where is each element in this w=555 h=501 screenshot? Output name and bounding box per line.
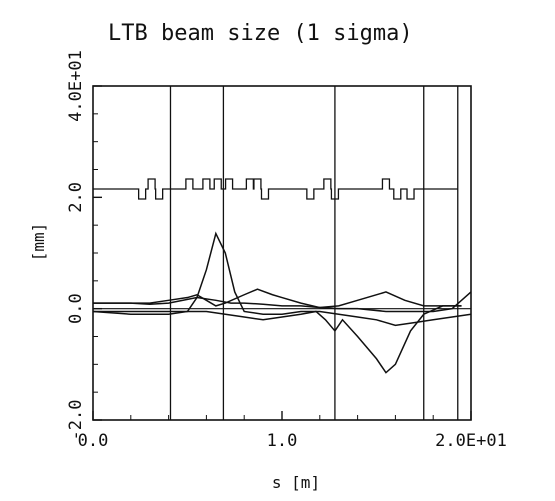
series-line-1 bbox=[93, 291, 472, 313]
axes: 0.0 1.0 2.0E+01-2.00.02.04.0E+01 bbox=[66, 50, 507, 451]
lattice-layout bbox=[93, 178, 458, 200]
x-tick-label: 0.0 bbox=[78, 431, 109, 451]
vertical-markers bbox=[93, 86, 471, 420]
series-line-4 bbox=[93, 305, 462, 374]
lattice-line bbox=[93, 178, 458, 200]
y-axis-label: [mm] bbox=[29, 223, 48, 262]
x-tick-label: 2.0E+01 bbox=[435, 431, 507, 451]
x-axis-label: s [m] bbox=[272, 473, 320, 492]
series-line-2 bbox=[93, 288, 462, 309]
y-tick-label: 2.0 bbox=[66, 182, 86, 213]
y-tick-label: 4.0E+01 bbox=[66, 50, 86, 122]
plot-frame bbox=[92, 85, 472, 421]
y-tick-label: 0.0 bbox=[66, 293, 86, 324]
series-lines bbox=[92, 231, 472, 374]
x-tick-label: 1.0 bbox=[267, 431, 298, 451]
series-line-3 bbox=[92, 231, 472, 327]
chart-title: LTB beam size (1 sigma) bbox=[108, 21, 413, 46]
y-tick-label: -2.0 bbox=[66, 400, 86, 441]
